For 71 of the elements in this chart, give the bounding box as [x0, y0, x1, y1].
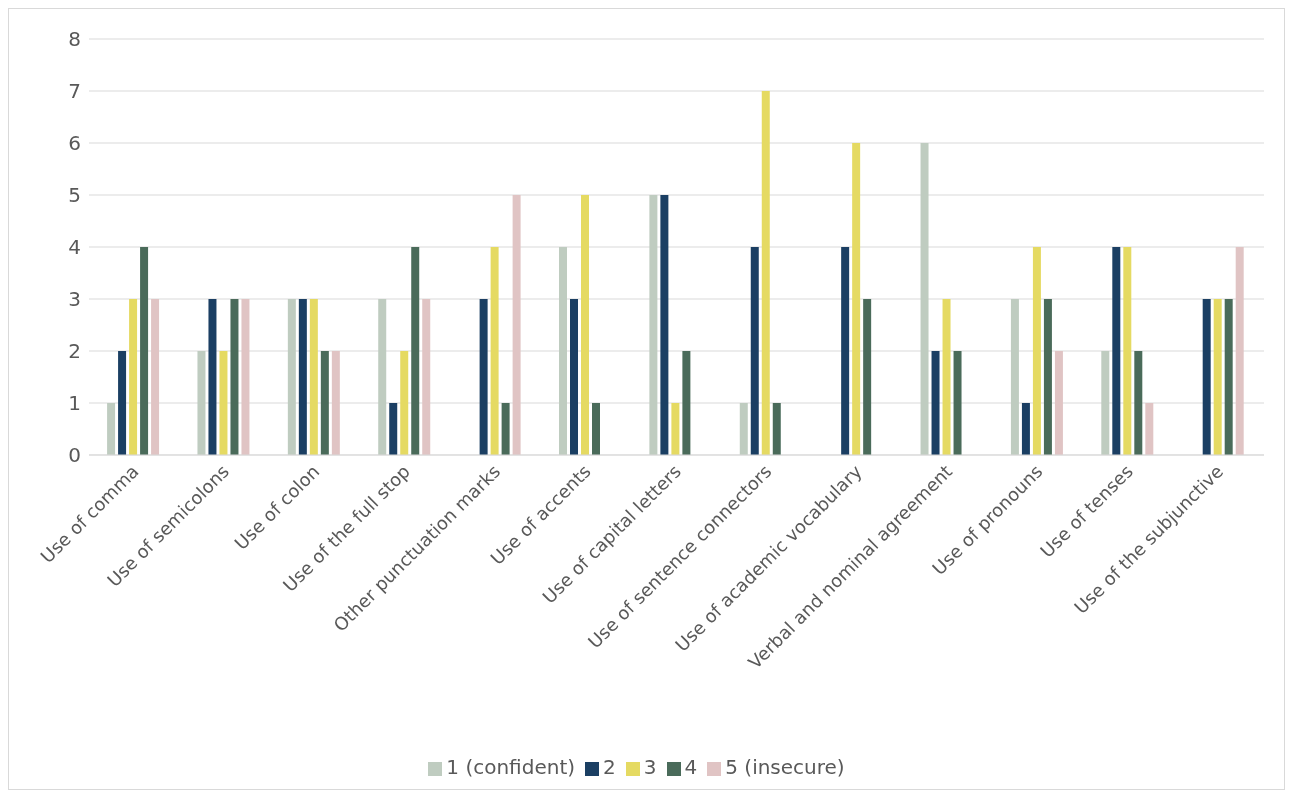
bar	[772, 403, 781, 455]
bar	[931, 351, 940, 455]
bar	[671, 403, 680, 455]
y-tick-label: 3	[68, 287, 81, 312]
bar	[501, 403, 510, 455]
bar	[512, 195, 521, 455]
y-tick-label: 0	[68, 443, 81, 468]
y-tick-label: 2	[68, 339, 81, 364]
bar	[852, 143, 861, 455]
bar	[151, 299, 160, 455]
bar	[570, 299, 578, 455]
bar	[241, 299, 250, 455]
bar	[1145, 403, 1154, 455]
bar	[219, 351, 228, 455]
legend-label: 1 (confident)	[446, 755, 576, 779]
bar	[1134, 351, 1143, 455]
bar	[129, 299, 138, 455]
bar	[1021, 403, 1030, 455]
bar	[581, 195, 589, 455]
bar	[750, 247, 759, 455]
bar	[422, 299, 431, 455]
y-tick-label: 7	[68, 79, 81, 104]
legend-label: 4	[684, 755, 698, 779]
legend-label: 2	[603, 755, 616, 779]
y-tick-label: 4	[68, 235, 81, 260]
bar	[411, 247, 420, 455]
bar	[942, 299, 951, 455]
bar	[298, 299, 307, 455]
y-tick-label: 6	[68, 131, 81, 156]
bar	[649, 195, 658, 455]
bar	[1224, 299, 1233, 455]
bar	[287, 299, 296, 455]
bar	[1101, 351, 1110, 455]
bar	[1213, 299, 1222, 455]
y-tick-label: 5	[68, 183, 81, 208]
bar	[739, 403, 748, 455]
bar	[682, 351, 691, 455]
bar	[592, 403, 600, 455]
bar	[140, 247, 149, 455]
bar	[490, 247, 499, 455]
bar	[920, 143, 929, 455]
bar	[761, 91, 770, 455]
bar	[118, 351, 127, 455]
bar	[1123, 247, 1132, 455]
bar	[479, 299, 488, 455]
bar	[389, 403, 398, 455]
bar	[841, 247, 850, 455]
bar	[1054, 351, 1063, 455]
bar	[863, 299, 872, 455]
bar	[331, 351, 340, 455]
y-tick-label: 8	[68, 27, 81, 52]
legend-label: 5 (insecure)	[725, 755, 845, 779]
bar	[197, 351, 206, 455]
bar	[1112, 247, 1121, 455]
y-tick-label: 1	[68, 391, 81, 416]
legend-label: 3	[643, 755, 657, 779]
bar	[1032, 247, 1041, 455]
bar	[1010, 299, 1019, 455]
bar	[1235, 247, 1244, 455]
bar	[320, 351, 329, 455]
bar	[1202, 299, 1211, 455]
bar	[208, 299, 217, 455]
bar	[660, 195, 669, 455]
bar	[400, 351, 409, 455]
bar	[953, 351, 962, 455]
bar	[309, 299, 318, 455]
bar	[107, 403, 116, 455]
bar	[1043, 299, 1052, 455]
bar	[559, 247, 567, 455]
bar	[230, 299, 239, 455]
bar	[378, 299, 387, 455]
